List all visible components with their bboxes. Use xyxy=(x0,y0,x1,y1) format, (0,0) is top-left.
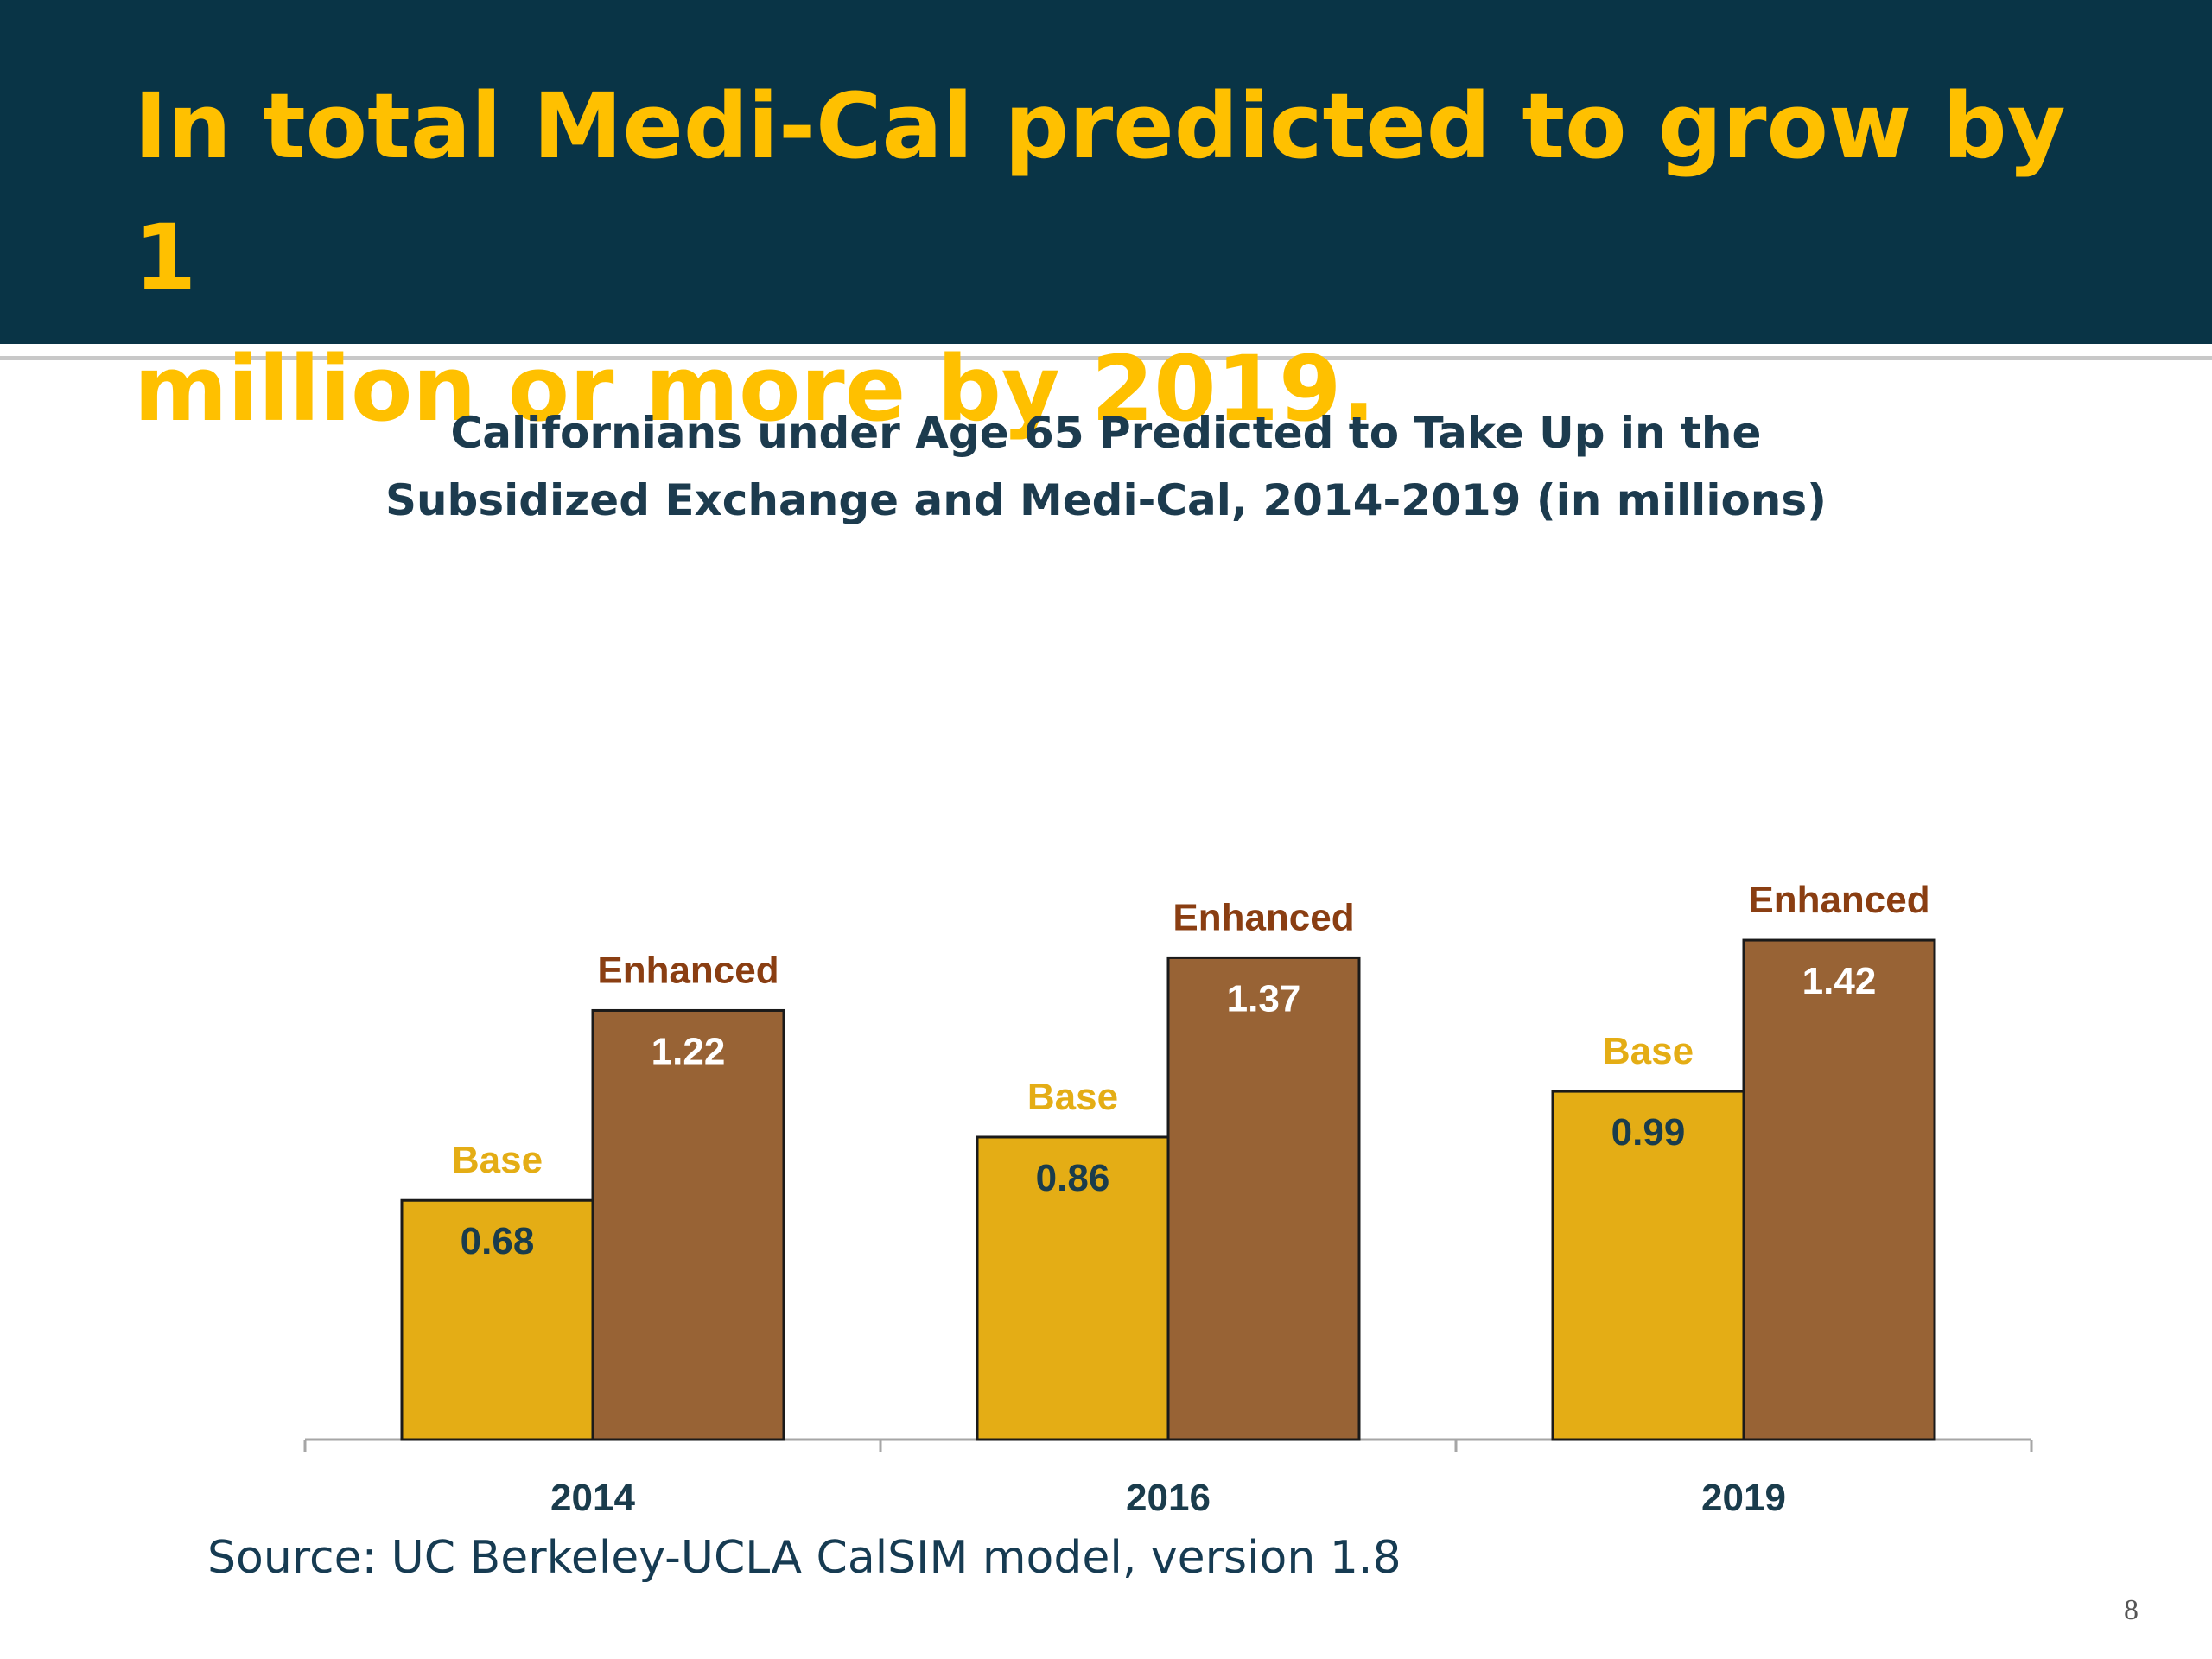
chart-title-line-1: Californians under Age 65 Predicted to T… xyxy=(450,408,1762,458)
bar-enhanced-2016 xyxy=(1166,956,1361,1441)
x-tick-label: 2014 xyxy=(550,1477,635,1519)
chart-title-line-2: Subsidized Exchange and Medi-Cal, 2014-2… xyxy=(385,475,1827,525)
bar-series-label: Base xyxy=(452,1139,543,1181)
slide-title: In total Medi-Cal predicted to grow by 1… xyxy=(134,60,2121,454)
bar-value-label: 0.68 xyxy=(461,1220,535,1262)
x-tick-label: 2019 xyxy=(1701,1477,1786,1519)
bar-value-label: 1.37 xyxy=(1227,977,1301,1020)
bar-value-label: 1.42 xyxy=(1802,960,1877,1002)
bar-series-label: Enhanced xyxy=(597,949,779,991)
bar-series-label: Enhanced xyxy=(1173,896,1354,938)
slide-title-line-2: million or more by 2019. xyxy=(134,336,1376,442)
bar-base-2016 xyxy=(976,1135,1170,1441)
bar-enhanced-2019 xyxy=(1742,938,1936,1441)
bar-series-label: Base xyxy=(1027,1076,1118,1118)
header-divider xyxy=(0,356,2212,360)
slide-title-line-1: In total Medi-Cal predicted to grow by 1 xyxy=(134,73,2066,310)
bar-value-label: 0.86 xyxy=(1036,1157,1110,1199)
x-tick-label: 2016 xyxy=(1126,1477,1211,1519)
bar-base-2019 xyxy=(1551,1090,1745,1441)
slide-header xyxy=(0,0,2212,344)
bar-value-label: 1.22 xyxy=(652,1030,726,1072)
chart-title: Californians under Age 65 Predicted to T… xyxy=(0,399,2212,534)
bar-series-label: Base xyxy=(1603,1030,1694,1072)
bar-series-label: Enhanced xyxy=(1748,879,1929,921)
bar-value-label: 0.99 xyxy=(1611,1111,1686,1154)
bar-base-2014 xyxy=(400,1198,594,1441)
slide-number: 8 xyxy=(2124,1594,2139,1626)
bar-enhanced-2014 xyxy=(591,1008,785,1441)
source-note: Source: UC Berkeley-UCLA CalSIM model, v… xyxy=(207,1532,1402,1584)
